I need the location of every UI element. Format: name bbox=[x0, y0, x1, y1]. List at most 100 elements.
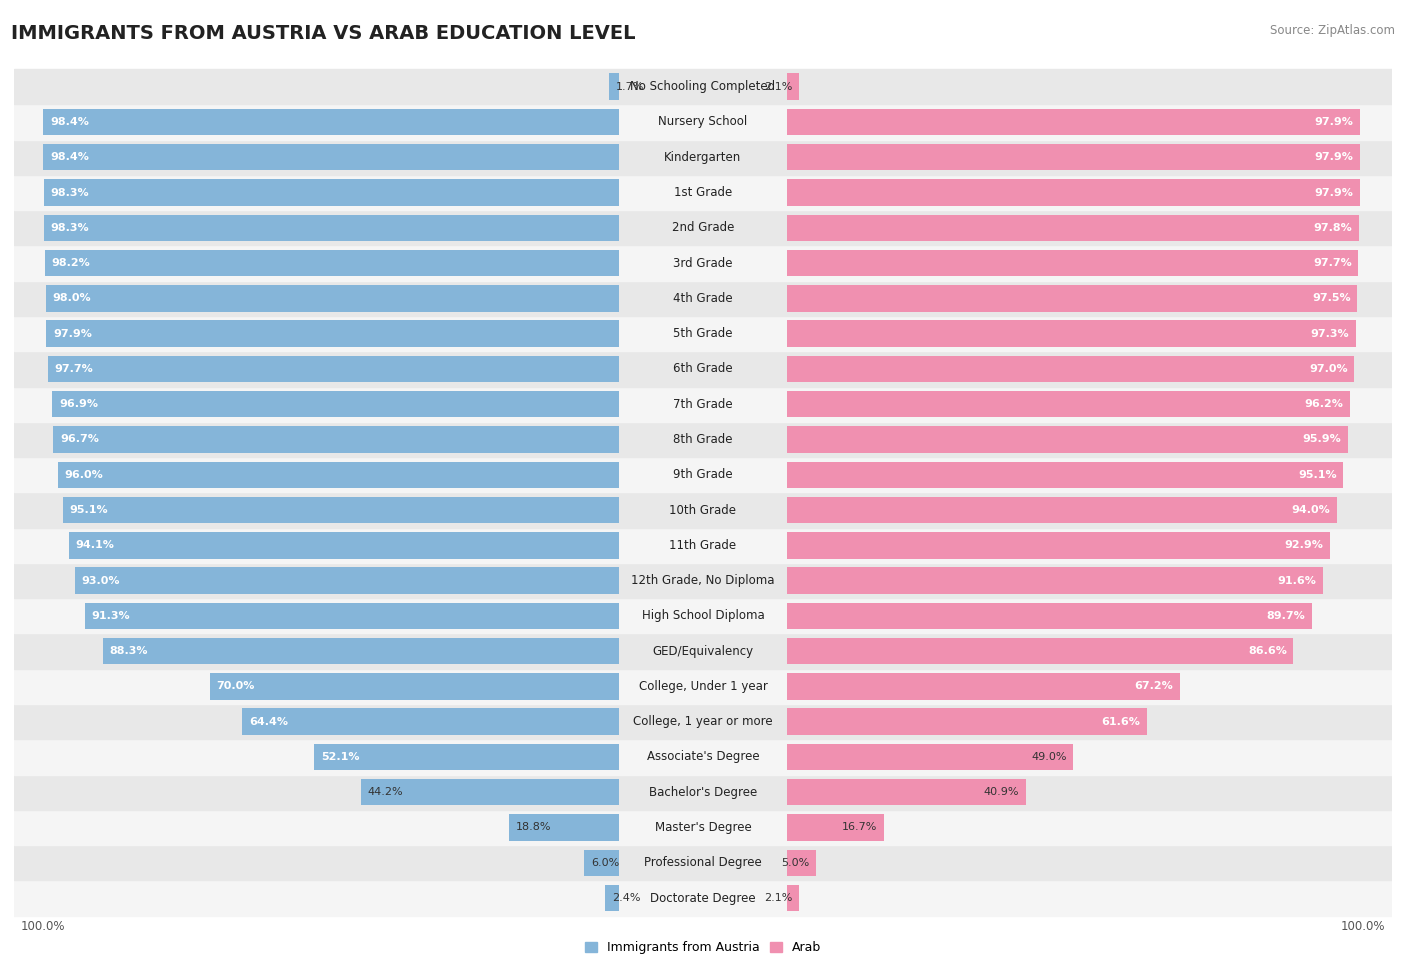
Legend: Immigrants from Austria, Arab: Immigrants from Austria, Arab bbox=[579, 936, 827, 959]
Text: 64.4%: 64.4% bbox=[249, 717, 288, 726]
Text: 88.3%: 88.3% bbox=[110, 646, 148, 656]
Text: 96.0%: 96.0% bbox=[65, 470, 103, 480]
Bar bbox=[14, 704, 1392, 739]
Text: 1st Grade: 1st Grade bbox=[673, 186, 733, 199]
Bar bbox=[48, 356, 620, 382]
Bar bbox=[585, 849, 620, 876]
Text: 98.3%: 98.3% bbox=[51, 223, 90, 233]
Bar bbox=[786, 744, 1073, 770]
Bar bbox=[103, 638, 620, 664]
Text: 95.1%: 95.1% bbox=[1298, 470, 1337, 480]
Bar bbox=[786, 214, 1360, 241]
Bar bbox=[14, 351, 1392, 386]
Text: College, 1 year or more: College, 1 year or more bbox=[633, 715, 773, 728]
Text: Bachelor's Degree: Bachelor's Degree bbox=[650, 786, 756, 799]
Bar bbox=[14, 880, 1392, 916]
Text: Nursery School: Nursery School bbox=[658, 115, 748, 129]
Bar bbox=[14, 492, 1392, 527]
Bar bbox=[44, 144, 620, 171]
Bar bbox=[786, 109, 1360, 136]
Bar bbox=[786, 356, 1354, 382]
Bar bbox=[84, 603, 620, 629]
Text: Associate's Degree: Associate's Degree bbox=[647, 751, 759, 763]
Bar bbox=[14, 527, 1392, 563]
Text: 95.1%: 95.1% bbox=[69, 505, 108, 515]
Bar bbox=[786, 567, 1323, 594]
Text: 16.7%: 16.7% bbox=[842, 823, 877, 833]
Bar bbox=[606, 884, 620, 912]
Bar bbox=[14, 634, 1392, 669]
Bar bbox=[75, 567, 620, 594]
Bar bbox=[786, 814, 884, 840]
Bar bbox=[63, 497, 620, 524]
Text: 97.9%: 97.9% bbox=[1315, 187, 1353, 198]
Text: 44.2%: 44.2% bbox=[367, 787, 404, 798]
Text: 5.0%: 5.0% bbox=[780, 858, 810, 868]
Bar bbox=[786, 884, 799, 912]
Bar bbox=[14, 810, 1392, 845]
Bar bbox=[69, 532, 620, 559]
Text: GED/Equivalency: GED/Equivalency bbox=[652, 644, 754, 657]
Text: 96.9%: 96.9% bbox=[59, 399, 98, 410]
Text: 2.1%: 2.1% bbox=[763, 82, 792, 92]
Bar bbox=[14, 246, 1392, 281]
Text: 98.4%: 98.4% bbox=[51, 117, 89, 127]
Text: 12th Grade, No Diploma: 12th Grade, No Diploma bbox=[631, 574, 775, 587]
Text: 10th Grade: 10th Grade bbox=[669, 503, 737, 517]
Text: 94.0%: 94.0% bbox=[1291, 505, 1330, 515]
Text: 98.0%: 98.0% bbox=[52, 293, 91, 303]
Text: 3rd Grade: 3rd Grade bbox=[673, 256, 733, 270]
Bar bbox=[786, 179, 1360, 206]
Text: No Schooling Completed: No Schooling Completed bbox=[630, 80, 776, 94]
Bar bbox=[14, 457, 1392, 492]
Bar bbox=[209, 673, 620, 700]
Text: Kindergarten: Kindergarten bbox=[665, 151, 741, 164]
Text: Professional Degree: Professional Degree bbox=[644, 856, 762, 870]
Bar bbox=[609, 73, 620, 100]
Text: 97.3%: 97.3% bbox=[1310, 329, 1350, 338]
Text: 5th Grade: 5th Grade bbox=[673, 328, 733, 340]
Bar bbox=[45, 250, 620, 276]
Text: 94.1%: 94.1% bbox=[76, 540, 114, 550]
Text: 97.8%: 97.8% bbox=[1313, 223, 1353, 233]
Bar bbox=[315, 744, 620, 770]
Text: 40.9%: 40.9% bbox=[984, 787, 1019, 798]
Text: IMMIGRANTS FROM AUSTRIA VS ARAB EDUCATION LEVEL: IMMIGRANTS FROM AUSTRIA VS ARAB EDUCATIO… bbox=[11, 24, 636, 43]
Text: 91.3%: 91.3% bbox=[91, 610, 131, 621]
Bar bbox=[786, 391, 1350, 417]
Text: 97.0%: 97.0% bbox=[1309, 364, 1347, 374]
Bar bbox=[14, 669, 1392, 704]
Text: Source: ZipAtlas.com: Source: ZipAtlas.com bbox=[1270, 24, 1395, 37]
Bar bbox=[786, 638, 1294, 664]
Text: 98.4%: 98.4% bbox=[51, 152, 89, 162]
Text: 18.8%: 18.8% bbox=[516, 823, 551, 833]
Bar bbox=[786, 709, 1147, 735]
Bar bbox=[786, 603, 1312, 629]
Bar bbox=[786, 321, 1355, 347]
Text: 93.0%: 93.0% bbox=[82, 575, 121, 586]
Bar bbox=[14, 316, 1392, 351]
Text: 100.0%: 100.0% bbox=[1341, 919, 1385, 933]
Text: 91.6%: 91.6% bbox=[1277, 575, 1316, 586]
Text: 1.7%: 1.7% bbox=[616, 82, 644, 92]
Bar bbox=[361, 779, 620, 805]
Bar bbox=[14, 175, 1392, 211]
Text: 92.9%: 92.9% bbox=[1285, 540, 1323, 550]
Text: 97.7%: 97.7% bbox=[1313, 258, 1351, 268]
Text: High School Diploma: High School Diploma bbox=[641, 609, 765, 622]
Bar bbox=[14, 599, 1392, 634]
Text: 89.7%: 89.7% bbox=[1267, 610, 1305, 621]
Bar bbox=[786, 250, 1358, 276]
Bar bbox=[786, 673, 1180, 700]
Bar bbox=[786, 849, 815, 876]
Text: 2.4%: 2.4% bbox=[612, 893, 641, 903]
Bar bbox=[242, 709, 620, 735]
Text: 4th Grade: 4th Grade bbox=[673, 292, 733, 305]
Bar bbox=[44, 109, 620, 136]
Bar bbox=[14, 69, 1392, 104]
Text: 86.6%: 86.6% bbox=[1249, 646, 1286, 656]
Bar bbox=[786, 73, 799, 100]
Text: 11th Grade: 11th Grade bbox=[669, 539, 737, 552]
Text: 97.9%: 97.9% bbox=[1315, 117, 1353, 127]
Bar bbox=[58, 461, 620, 488]
